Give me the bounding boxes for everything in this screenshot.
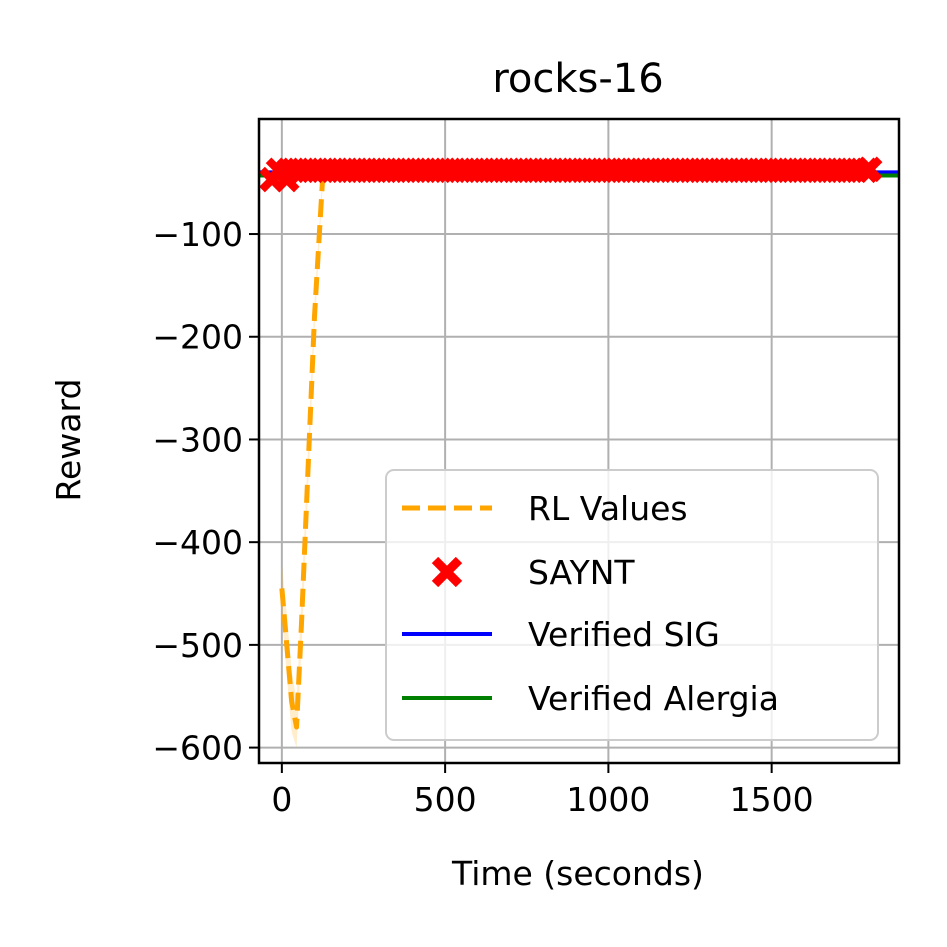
saynt-marker	[853, 157, 880, 184]
y-tick-label: −500	[152, 626, 243, 665]
y-tick-label: −100	[152, 215, 243, 254]
legend: RL Values SAYNT Verified SIG Verified Al…	[385, 469, 879, 741]
chart-title: rocks-16	[492, 56, 663, 102]
rl-values-line	[279, 177, 326, 730]
x-tick-label: 1000	[566, 780, 650, 819]
y-tick-label: −200	[152, 318, 243, 357]
plot-frame	[257, 117, 901, 765]
y-tick-label: −400	[152, 523, 243, 562]
axis-ticks: 0 500 1000 1500 −600 −500 −400 −300 −200 −100	[152, 215, 813, 819]
y-tick-label: −300	[152, 420, 243, 459]
x-tick-label: 500	[414, 780, 477, 819]
x-tick-label: 0	[271, 780, 292, 819]
y-axis-label: Reward	[49, 379, 88, 502]
rl-values-series-line	[279, 177, 326, 730]
x-tick-label: 1500	[730, 780, 814, 819]
y-tick-label: −600	[152, 729, 243, 768]
legend-label-saynt: SAYNT	[528, 553, 635, 592]
saynt-markers	[259, 156, 883, 193]
legend-label-verified-sig: Verified SIG	[528, 615, 720, 654]
legend-label-verified-alergia: Verified Alergia	[528, 679, 779, 718]
legend-swatch-saynt	[431, 556, 463, 588]
legend-box	[385, 469, 879, 741]
x-axis-label: Time (seconds)	[451, 854, 704, 893]
legend-label-rl-values: RL Values	[528, 489, 688, 528]
